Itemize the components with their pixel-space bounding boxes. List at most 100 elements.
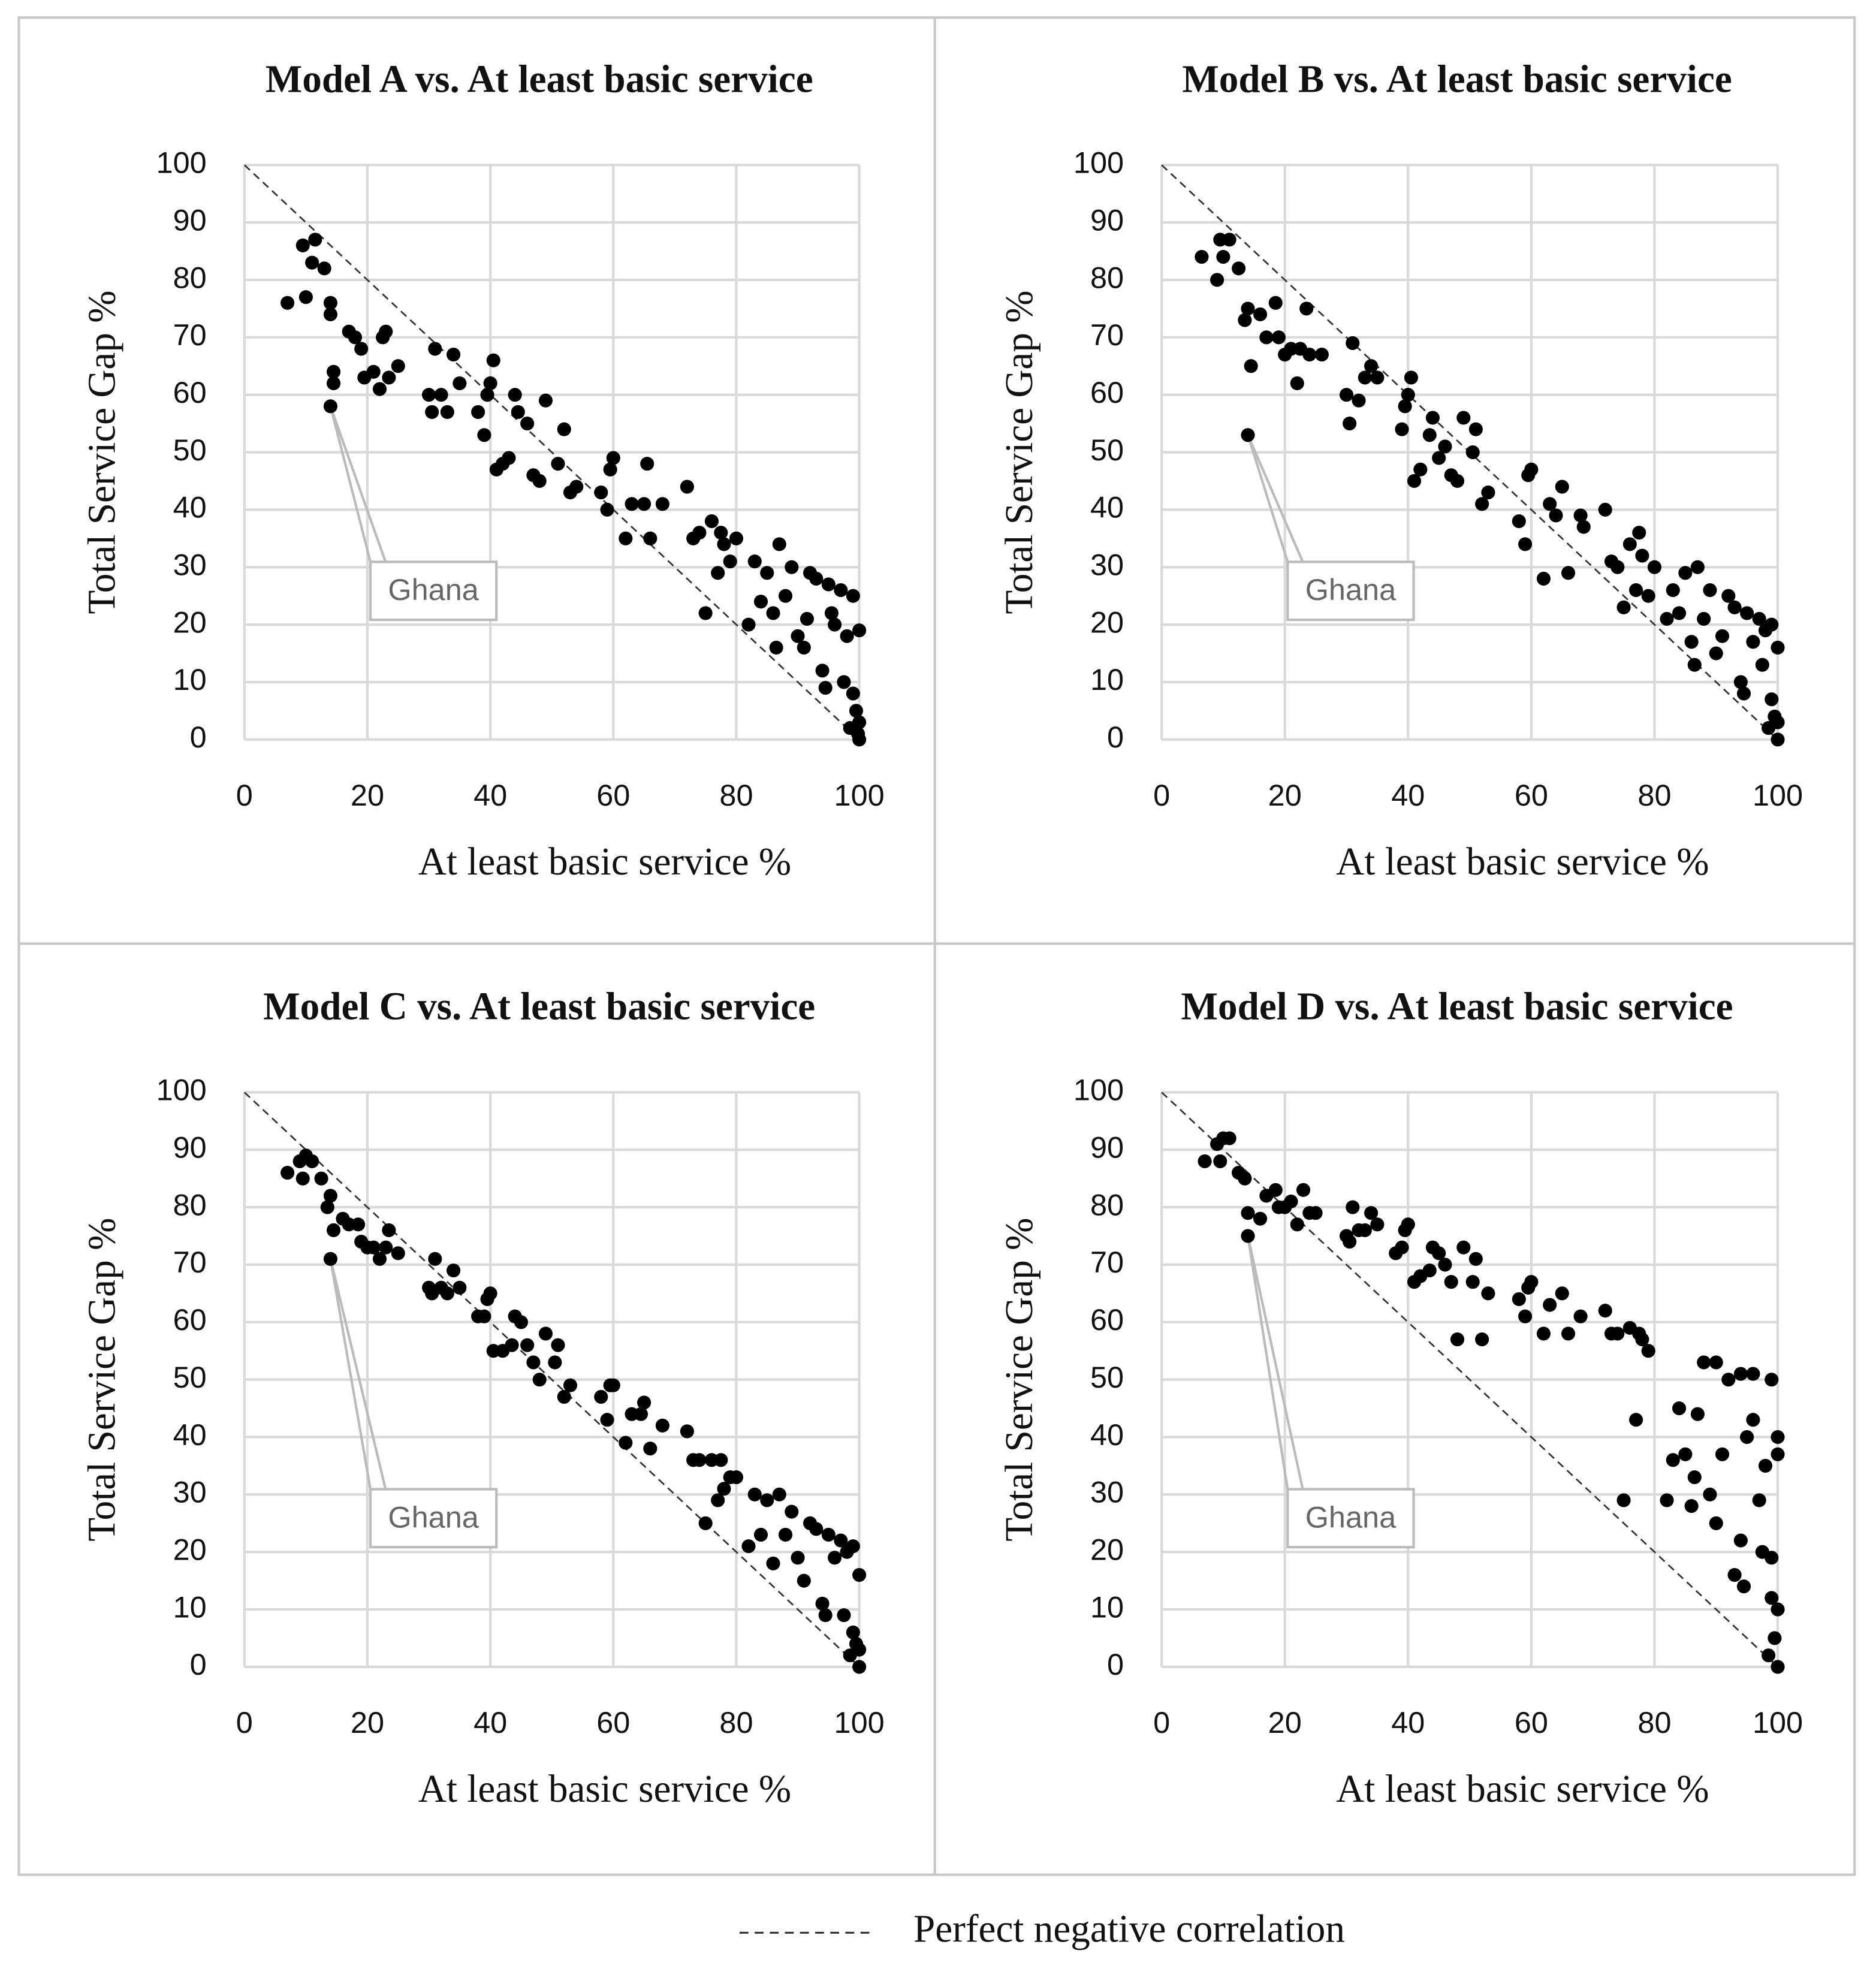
point — [800, 611, 814, 626]
point — [1425, 411, 1440, 425]
point — [1660, 611, 1674, 626]
point — [1404, 370, 1418, 385]
point — [834, 1533, 848, 1548]
point — [815, 664, 830, 678]
y-axis-label: Total Service Gap % — [998, 1218, 1041, 1542]
x-tick-label: 100 — [834, 778, 885, 812]
y-tick-label: 10 — [173, 1590, 207, 1624]
point — [1346, 1200, 1360, 1214]
point — [600, 1413, 614, 1427]
point — [323, 1189, 337, 1203]
point — [502, 451, 516, 465]
point — [1697, 611, 1711, 626]
point — [1758, 1458, 1773, 1473]
point — [711, 1493, 725, 1507]
point — [1524, 462, 1539, 477]
point — [1364, 359, 1379, 373]
point — [1765, 1591, 1779, 1605]
point — [1576, 520, 1591, 534]
y-tick-label: 60 — [173, 375, 207, 409]
x-tick-label: 40 — [1391, 1705, 1425, 1739]
x-tick-label: 60 — [1515, 1705, 1548, 1739]
point — [557, 422, 571, 436]
y-tick-label: 20 — [173, 1533, 207, 1567]
x-tick-label: 80 — [1637, 1705, 1671, 1739]
point — [551, 1338, 565, 1352]
point — [1407, 474, 1422, 489]
point — [305, 1154, 319, 1168]
x-tick-label: 100 — [834, 1705, 885, 1739]
point — [1268, 296, 1283, 310]
y-tick-label: 0 — [1107, 720, 1124, 754]
point — [603, 462, 617, 477]
y-tick-label: 20 — [1090, 1533, 1124, 1567]
point — [323, 296, 337, 310]
x-axis-label: At least basic service % — [418, 840, 791, 884]
point — [692, 526, 707, 540]
y-axis-label: Total Service Gap % — [81, 1218, 124, 1542]
point — [471, 405, 485, 419]
point — [548, 1355, 562, 1370]
point — [1395, 1240, 1409, 1255]
point — [1422, 428, 1437, 442]
point — [1259, 330, 1274, 345]
y-tick-label: 20 — [173, 605, 207, 639]
point — [526, 1355, 541, 1370]
point — [314, 1171, 328, 1186]
point — [785, 560, 799, 574]
point — [551, 457, 565, 471]
point — [852, 1660, 867, 1674]
point — [1641, 589, 1655, 603]
point — [640, 457, 655, 471]
point — [704, 514, 719, 529]
point — [1450, 474, 1465, 489]
point — [1771, 1602, 1785, 1617]
point — [1561, 1326, 1576, 1341]
point — [818, 1608, 833, 1623]
point — [1450, 1332, 1465, 1347]
point — [797, 1573, 811, 1588]
point — [1370, 1217, 1385, 1232]
point — [1241, 1229, 1255, 1243]
point — [1512, 1292, 1526, 1307]
point — [1438, 1258, 1452, 1272]
point — [1456, 411, 1471, 425]
point — [434, 388, 448, 402]
point — [477, 1309, 491, 1323]
point — [851, 726, 865, 741]
point — [594, 1389, 608, 1404]
point — [1241, 1206, 1255, 1220]
reference-line — [1161, 1091, 1778, 1668]
point — [305, 255, 319, 270]
point — [1703, 1487, 1717, 1501]
y-tick-label: 30 — [173, 548, 207, 582]
y-axis-label: Total Service Gap % — [998, 290, 1041, 614]
point — [1518, 537, 1533, 551]
point — [323, 399, 337, 414]
point — [821, 1527, 836, 1542]
point — [563, 1378, 578, 1392]
chart-title: Model D vs. At least basic service — [1181, 985, 1733, 1029]
point — [1216, 250, 1230, 264]
point — [320, 1200, 334, 1214]
y-tick-label: 100 — [1073, 146, 1124, 180]
point — [778, 1527, 793, 1542]
point — [619, 531, 633, 545]
x-tick-label: 60 — [596, 1705, 630, 1739]
point — [723, 554, 737, 569]
point — [747, 1487, 762, 1501]
point — [1465, 1275, 1480, 1289]
x-tick-label: 0 — [236, 778, 253, 812]
point — [453, 376, 467, 391]
point — [372, 1252, 387, 1266]
point — [428, 342, 442, 356]
point — [1268, 1183, 1283, 1197]
point — [1543, 497, 1557, 511]
point — [326, 1223, 341, 1237]
point — [1746, 1367, 1760, 1381]
y-tick-label: 40 — [1090, 490, 1124, 524]
point — [1271, 330, 1286, 345]
point — [791, 629, 805, 643]
point — [1346, 336, 1360, 350]
point — [1755, 658, 1769, 672]
